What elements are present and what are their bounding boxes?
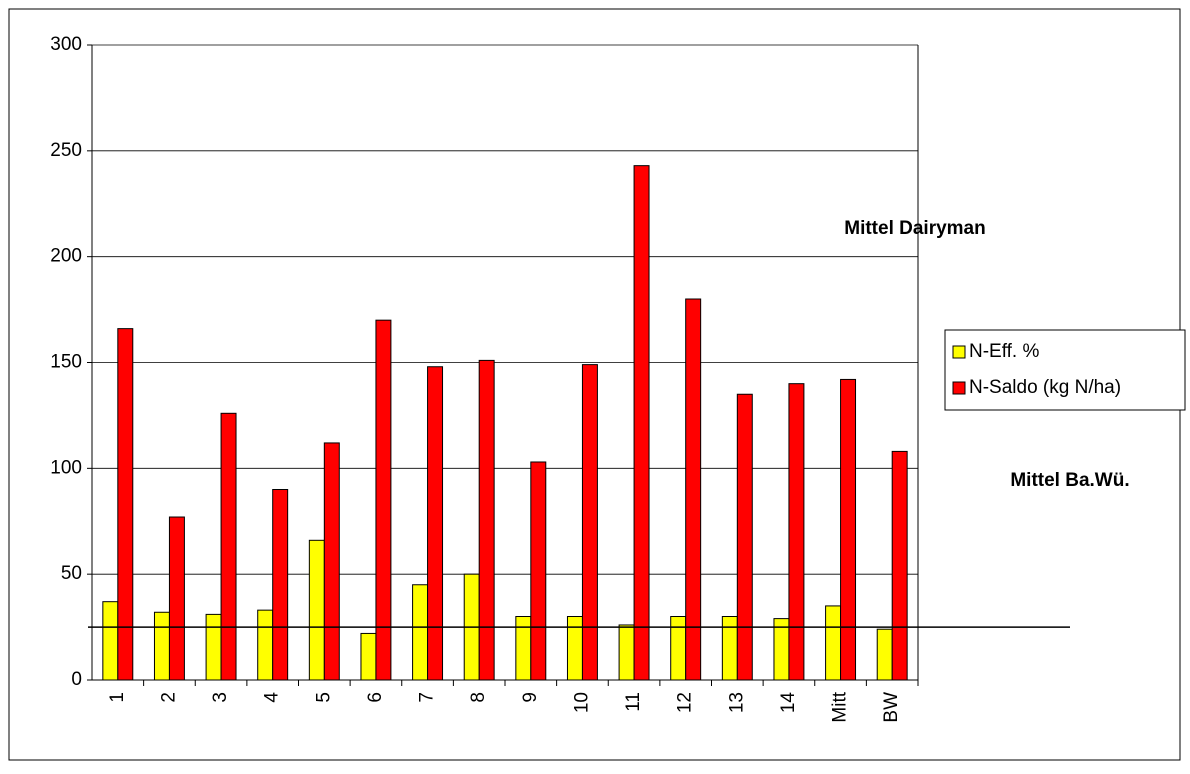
bar bbox=[566, 616, 583, 681]
x-tick-label: 10 bbox=[571, 692, 592, 713]
bar bbox=[618, 624, 635, 681]
legend-label: N-Saldo (kg N/ha) bbox=[969, 377, 1121, 398]
legend-swatch bbox=[952, 345, 966, 359]
bar bbox=[257, 609, 274, 681]
x-tick-label: 8 bbox=[468, 692, 489, 703]
bar bbox=[412, 584, 429, 681]
x-tick-label: 7 bbox=[417, 692, 438, 703]
x-tick-label: 1 bbox=[107, 692, 128, 703]
x-tick-label: BW bbox=[881, 692, 902, 723]
bar bbox=[736, 393, 753, 681]
y-tick-label: 0 bbox=[71, 669, 82, 690]
legend-label: N-Eff. % bbox=[969, 341, 1039, 362]
bar bbox=[721, 616, 738, 681]
bar bbox=[272, 489, 289, 681]
bar bbox=[685, 298, 702, 681]
bar bbox=[375, 319, 392, 681]
legend-swatch bbox=[952, 381, 966, 395]
bar bbox=[825, 605, 842, 681]
x-tick-label: 5 bbox=[313, 692, 334, 703]
bar bbox=[205, 613, 222, 681]
x-tick-label: 11 bbox=[623, 692, 644, 712]
y-tick-label: 250 bbox=[50, 140, 82, 161]
bar bbox=[530, 461, 547, 681]
y-tick-label: 100 bbox=[50, 457, 82, 478]
y-tick-label: 50 bbox=[61, 563, 82, 584]
bar bbox=[876, 628, 893, 681]
x-tick-label: 14 bbox=[778, 692, 799, 714]
bar bbox=[308, 539, 325, 681]
annotation: Mittel Ba.Wü. bbox=[1010, 470, 1129, 491]
legend-box bbox=[944, 329, 1186, 411]
bar bbox=[360, 632, 377, 681]
bar bbox=[478, 359, 495, 681]
bar bbox=[515, 616, 532, 681]
x-tick-label: 6 bbox=[365, 692, 386, 703]
bar bbox=[323, 442, 340, 681]
bar bbox=[427, 366, 444, 681]
bar bbox=[670, 616, 687, 681]
bar bbox=[891, 450, 908, 681]
bar bbox=[633, 165, 650, 681]
y-tick-label: 150 bbox=[50, 352, 82, 373]
bar bbox=[168, 516, 185, 681]
bar bbox=[840, 378, 857, 681]
x-tick-label: 9 bbox=[520, 692, 541, 703]
x-tick-label: 12 bbox=[675, 692, 696, 713]
bar bbox=[788, 383, 805, 681]
bar bbox=[220, 412, 237, 681]
y-tick-label: 200 bbox=[50, 246, 82, 267]
bar bbox=[102, 601, 119, 681]
x-tick-label: 3 bbox=[210, 692, 231, 703]
x-tick-label: 13 bbox=[726, 692, 747, 713]
bar bbox=[581, 364, 598, 681]
annotation: Mittel Dairyman bbox=[844, 218, 985, 239]
x-tick-label: 4 bbox=[262, 692, 283, 703]
y-tick-label: 300 bbox=[50, 34, 82, 55]
x-tick-label: 2 bbox=[158, 692, 179, 703]
bar bbox=[153, 611, 170, 681]
x-tick-label: Mitt bbox=[830, 691, 851, 722]
